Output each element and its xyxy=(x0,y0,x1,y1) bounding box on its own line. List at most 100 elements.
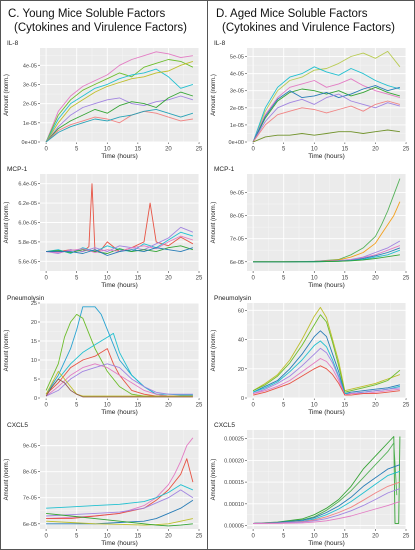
y-tick-label: 25 xyxy=(31,301,37,307)
x-tick-label: 5 xyxy=(75,147,79,153)
chart-d-cxcl5: CXCL5 0 5 10 15 20 25 0.00005 0.00010 0.00015 0.00… xyxy=(211,422,410,547)
y-tick-label: 8e-05 xyxy=(230,214,244,220)
x-tick-label: 20 xyxy=(165,403,172,409)
y-tick-label: 0e+00 xyxy=(229,140,244,146)
series-line-4 xyxy=(45,60,194,142)
x-tick-label: 10 xyxy=(104,276,111,282)
y-tick-label: 5 xyxy=(34,377,37,383)
x-tick-label: 25 xyxy=(403,147,410,153)
chart-title: IL-8 xyxy=(7,40,19,47)
series-line-2 xyxy=(46,231,194,254)
x-tick-label: 10 xyxy=(104,403,111,409)
panels: IL-8 0 5 10 15 20 25 0e+00 1e-05 2e-05 3e-05 4e-05 T… xyxy=(4,40,410,547)
x-tick-label: 15 xyxy=(342,403,349,409)
chart-c-cxcl5: CXCL5 0 5 10 15 20 25 6e-05 7e-05 8e-05 9e-05 Time … xyxy=(4,422,203,547)
y-tick-label: 0 xyxy=(34,396,37,402)
y-tick-label: 10 xyxy=(31,358,37,364)
y-axis-label: Amount (norm.) xyxy=(4,74,10,116)
x-tick-label: 20 xyxy=(165,534,172,540)
y-tick-label: 9e-05 xyxy=(23,444,37,450)
series-line-8 xyxy=(45,108,194,142)
y-tick-label: 0.00010 xyxy=(224,502,244,508)
series-line-4 xyxy=(252,86,401,142)
y-tick-label: 7e-05 xyxy=(23,496,37,502)
y-axis-label: Amount (norm.) xyxy=(4,330,10,372)
x-tick-label: 0 xyxy=(44,276,48,282)
y-tick-label: 4e-05 xyxy=(23,63,37,69)
column-d-subheading: (Cytokines and Virulence Factors) xyxy=(222,22,395,34)
series-line-7 xyxy=(253,501,401,524)
series-line-1 xyxy=(253,436,401,524)
series-group xyxy=(46,437,194,527)
y-axis-label: Amount (norm.) xyxy=(211,202,217,244)
series-line-6 xyxy=(46,247,194,256)
series-line-5 xyxy=(46,499,194,525)
y-axis-label: Amount (norm.) xyxy=(211,330,217,372)
chart-d-il-8: IL-8 0 5 10 15 20 25 0e+00 1e-05 2e-05 3e-05 4e-05 5… xyxy=(211,40,410,160)
y-tick-label: 60 xyxy=(238,308,244,314)
x-tick-label: 25 xyxy=(403,403,410,409)
series-line-8 xyxy=(45,378,193,398)
series-line-6 xyxy=(253,488,401,524)
series-line-2 xyxy=(252,66,401,142)
y-tick-label: 3e-05 xyxy=(230,89,244,95)
series-line-5 xyxy=(252,347,400,396)
y-tick-label: 20 xyxy=(31,320,37,326)
y-tick-label: 0.00025 xyxy=(224,437,244,443)
y-tick-label: 0e+00 xyxy=(22,140,37,146)
y-tick-label: 6e-05 xyxy=(230,260,244,266)
series-group xyxy=(45,306,193,398)
series-line-3 xyxy=(46,226,194,254)
x-tick-label: 20 xyxy=(165,276,172,282)
y-axis-label: Amount (norm.) xyxy=(211,74,217,116)
series-line-1 xyxy=(252,50,401,142)
series-line-3 xyxy=(252,330,401,395)
series-group xyxy=(252,50,401,142)
x-tick-label: 15 xyxy=(135,276,142,282)
series-line-8 xyxy=(252,129,400,142)
series-group xyxy=(252,306,401,396)
y-tick-label: 3e-05 xyxy=(23,82,37,88)
y-tick-label: 2e-05 xyxy=(230,106,244,112)
x-tick-label: 0 xyxy=(251,534,255,540)
y-tick-label: 0 xyxy=(241,396,244,402)
chart-d-pneumolysin: Pneumolysin 0 5 10 15 20 25 0 20 40 60 Time (hours)… xyxy=(211,295,410,416)
x-tick-label: 20 xyxy=(372,276,379,282)
y-tick-label: 0.00005 xyxy=(224,524,244,530)
y-tick-label: 6e-05 xyxy=(23,522,37,528)
x-axis-label: Time (hours) xyxy=(101,282,138,289)
x-tick-label: 25 xyxy=(403,276,410,282)
column-d-heading: D. Aged Mice Soluble Factors xyxy=(216,8,368,20)
x-tick-label: 20 xyxy=(165,147,172,153)
series-line-6 xyxy=(252,93,401,142)
x-tick-label: 15 xyxy=(342,147,349,153)
chart-title: MCP-1 xyxy=(7,166,28,173)
chart-c-pneumolysin: Pneumolysin 0 5 10 15 20 25 0 5 10 15 20 25 Time (hou… xyxy=(4,295,203,416)
chart-title: CXCL5 xyxy=(7,422,28,429)
x-tick-label: 0 xyxy=(251,403,255,409)
y-tick-label: 15 xyxy=(31,339,37,345)
y-tick-label: 5.8e-05 xyxy=(18,240,37,246)
column-c-heading: C. Young Mice Soluble Factors xyxy=(8,8,166,20)
series-line-5 xyxy=(45,95,194,142)
x-tick-label: 20 xyxy=(372,403,379,409)
series-line-7 xyxy=(253,254,400,263)
x-tick-label: 0 xyxy=(251,276,255,282)
series-line-7 xyxy=(252,365,400,396)
x-axis-label: Time (hours) xyxy=(101,409,138,416)
x-tick-label: 10 xyxy=(311,534,318,540)
chart-title: MCP-1 xyxy=(214,166,235,173)
x-tick-label: 25 xyxy=(196,403,203,409)
series-line-3 xyxy=(252,78,401,142)
series-line-3 xyxy=(45,68,194,142)
chart-d-mcp-1: MCP-1 0 5 10 15 20 25 6e-05 7e-05 8e-05 9e-05 Time … xyxy=(211,166,410,289)
series-line-6 xyxy=(45,363,193,397)
series-line-7 xyxy=(45,110,193,142)
plot-background xyxy=(40,430,199,529)
x-tick-label: 0 xyxy=(44,147,48,153)
x-axis-label: Time (hours) xyxy=(308,282,345,289)
series-line-2 xyxy=(45,59,194,142)
y-tick-label: 20 xyxy=(238,367,244,373)
y-tick-label: 9e-05 xyxy=(230,190,244,196)
